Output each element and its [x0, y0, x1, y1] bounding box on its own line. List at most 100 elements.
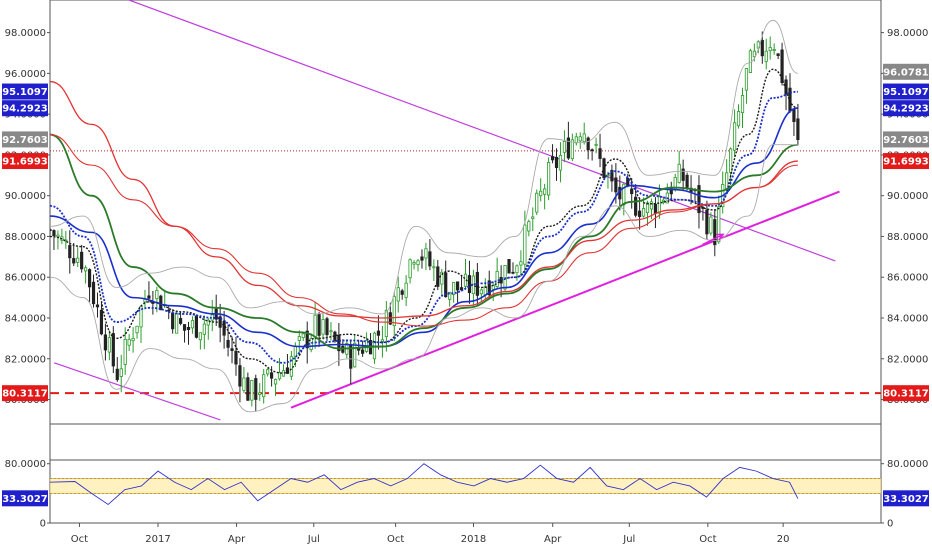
candle-body [198, 332, 202, 341]
candle-body [622, 183, 626, 206]
candle-body [226, 339, 230, 348]
candle-body [736, 111, 741, 127]
candle-body [171, 312, 175, 330]
candle-body [87, 269, 92, 288]
candle-body [740, 95, 745, 114]
candle-body [768, 47, 772, 52]
candle-body [661, 199, 665, 202]
candle-body [194, 315, 199, 338]
candle-body [424, 248, 428, 259]
indicator-bollinger-upper [50, 19, 799, 315]
price-y-tick-right-0: 98.0000 [887, 28, 928, 39]
price-y-tick-right-7: 84.0000 [887, 314, 928, 325]
candle-body [570, 139, 574, 160]
candle-body [123, 339, 127, 365]
candle-body [452, 282, 456, 295]
candle-body [412, 262, 416, 265]
candle-body [705, 209, 709, 235]
candle-body [380, 339, 385, 342]
candle-body [111, 333, 115, 367]
price-tag-left-2: 94.2923 [2, 100, 48, 117]
candle-body [562, 141, 567, 153]
candle-body [507, 258, 511, 274]
candle-body [127, 338, 131, 346]
svg-text:91.6993: 91.6993 [883, 157, 929, 168]
rsi-y-tick-right-0: 80.0000 [887, 459, 928, 470]
arrow-annotation-0[interactable] [702, 233, 725, 246]
price-y-tick-right-8: 82.0000 [887, 354, 928, 365]
candle-body [206, 319, 210, 326]
indicator-ema-mid [50, 107, 799, 348]
candle-body [175, 312, 179, 334]
price-y-tick-right-4: 90.0000 [887, 191, 928, 202]
candle-body [313, 314, 317, 338]
indicator-ema-fast [50, 90, 798, 364]
candle-body [744, 68, 749, 91]
candle-body [428, 251, 432, 267]
price-tag-right-1: 95.1097 [883, 83, 929, 100]
candle-body [792, 108, 796, 122]
candle-body [396, 287, 400, 302]
candle-body [325, 318, 329, 336]
candle-body [135, 325, 139, 334]
x-tick-2: Apr [228, 534, 246, 545]
trendline-2[interactable] [290, 190, 840, 409]
candle-body [182, 324, 187, 331]
candle-body [558, 154, 563, 171]
candle-body [535, 192, 539, 213]
candle-body [511, 271, 515, 274]
price-plot [50, 0, 881, 421]
candle-body [273, 379, 278, 385]
candle-body [638, 210, 642, 217]
x-tick-4: Oct [387, 534, 404, 545]
candle-body [84, 267, 88, 272]
candle-body [772, 49, 776, 51]
trendline-1[interactable] [53, 362, 221, 421]
candle-body [444, 272, 448, 298]
price-y-tick-left-4: 90.0000 [5, 191, 46, 202]
candle-body [590, 149, 594, 152]
candle-body [151, 302, 155, 304]
candle-body [234, 350, 238, 365]
candle-body [361, 349, 365, 354]
candle-body [531, 216, 535, 219]
candle-body [780, 49, 784, 84]
candle-body [68, 245, 72, 259]
candle-body [329, 330, 333, 333]
candle-body [404, 282, 408, 298]
candle-body [285, 367, 290, 374]
candle-body [495, 271, 499, 287]
x-tick-1: 2017 [145, 534, 170, 545]
candle-body [645, 202, 650, 214]
price-tag-right-3: 92.7603 [883, 131, 929, 148]
candle-body [317, 313, 321, 336]
indicator-ema-200 [50, 133, 798, 327]
svg-text:33.3027: 33.3027 [2, 494, 48, 505]
candle-body [479, 289, 483, 295]
candle-body [50, 229, 52, 232]
candle-body [400, 290, 404, 295]
candle-body [190, 320, 195, 329]
candle-body [578, 136, 582, 142]
price-tag-left-1: 95.1097 [2, 83, 48, 100]
candle-body [384, 309, 388, 338]
candle-body [155, 290, 159, 300]
candle-body [297, 336, 301, 341]
candle-body [543, 188, 547, 195]
candle-body [717, 206, 721, 243]
candle-body [550, 156, 555, 161]
candle-body [266, 369, 270, 375]
candle-body [760, 39, 764, 57]
candle-body [582, 133, 586, 143]
candle-body [649, 201, 654, 210]
candle-body [277, 372, 282, 380]
candle-body [321, 319, 325, 335]
candle-body [653, 203, 658, 214]
candle-body [436, 266, 440, 287]
candle-body [677, 163, 681, 183]
x-tick-6: Apr [544, 534, 562, 545]
candle-body [186, 326, 191, 330]
candle-body [586, 137, 590, 151]
candle-body [76, 257, 80, 263]
candle-body [420, 256, 424, 261]
